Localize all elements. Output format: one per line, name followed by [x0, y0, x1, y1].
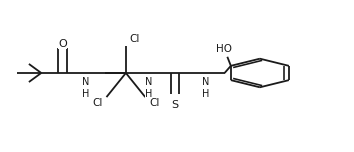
Text: O: O [58, 39, 67, 49]
Text: HO: HO [216, 44, 232, 54]
Text: Cl: Cl [130, 34, 140, 44]
Text: N
H: N H [145, 77, 153, 99]
Text: N
H: N H [201, 77, 209, 99]
Text: Cl: Cl [92, 98, 103, 108]
Text: Cl: Cl [149, 98, 159, 108]
Text: N
H: N H [82, 77, 89, 99]
Text: S: S [172, 100, 179, 110]
